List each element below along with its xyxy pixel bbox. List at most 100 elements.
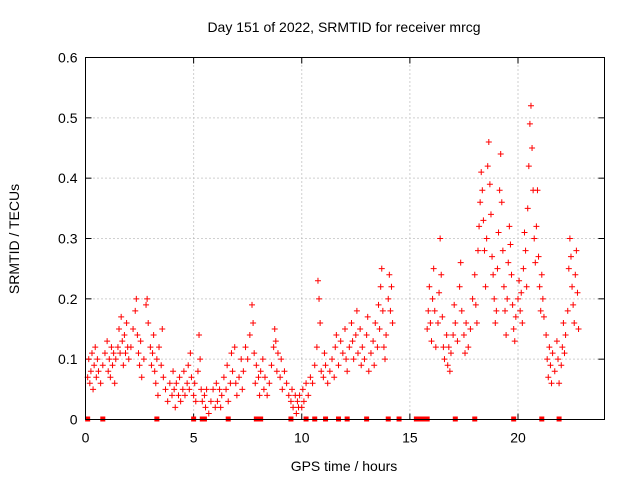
data-point xyxy=(386,271,393,278)
x-axis-label: GPS time / hours xyxy=(291,458,398,474)
data-point xyxy=(549,350,556,357)
data-point xyxy=(298,404,305,411)
data-point xyxy=(527,102,534,109)
data-point xyxy=(87,368,94,375)
data-point xyxy=(92,344,99,351)
data-point xyxy=(287,398,294,405)
data-point xyxy=(524,205,531,212)
data-point xyxy=(458,307,465,314)
data-point xyxy=(481,247,488,254)
data-point xyxy=(184,380,191,387)
data-point xyxy=(242,344,249,351)
data-point xyxy=(492,319,499,326)
data-point xyxy=(331,374,338,381)
data-point xyxy=(307,374,314,381)
data-point xyxy=(199,398,206,405)
data-point xyxy=(566,235,573,242)
data-point xyxy=(104,338,111,345)
data-point xyxy=(575,326,582,332)
data-point xyxy=(482,283,489,290)
data-point xyxy=(486,181,493,188)
data-point xyxy=(379,307,386,314)
y-tick-label: 0.1 xyxy=(58,351,78,367)
data-point xyxy=(117,350,124,357)
data-point xyxy=(451,301,458,308)
x-tick-label: 10 xyxy=(294,430,310,446)
data-point xyxy=(217,404,224,411)
data-point xyxy=(495,229,502,236)
data-point xyxy=(151,368,158,375)
data-point xyxy=(463,319,470,326)
data-point xyxy=(187,350,194,357)
data-point xyxy=(122,350,129,357)
data-point xyxy=(478,169,485,176)
data-point xyxy=(571,319,578,326)
data-point xyxy=(97,380,104,387)
data-point xyxy=(469,295,476,302)
data-point xyxy=(350,356,357,363)
data-point xyxy=(450,332,457,339)
data-point xyxy=(225,398,232,405)
data-point xyxy=(520,265,527,272)
data-point xyxy=(476,223,483,230)
data-point xyxy=(176,374,183,381)
data-point xyxy=(279,386,286,393)
data-point xyxy=(370,338,377,345)
data-point xyxy=(526,120,533,127)
data-point xyxy=(569,283,576,290)
data-point xyxy=(185,362,192,369)
data-point xyxy=(196,332,203,339)
data-point xyxy=(556,380,563,387)
data-point xyxy=(364,313,371,320)
data-point xyxy=(132,307,139,314)
data-point xyxy=(337,338,344,345)
x-tick-label: 20 xyxy=(510,430,526,446)
data-point xyxy=(201,392,208,399)
data-point xyxy=(303,380,310,387)
y-tick-label: 0.6 xyxy=(58,50,78,66)
data-point xyxy=(290,404,297,411)
data-point xyxy=(164,398,171,405)
data-point xyxy=(244,356,251,363)
data-point xyxy=(484,163,491,170)
data-point xyxy=(107,374,114,381)
data-point xyxy=(534,187,541,194)
data-point xyxy=(342,326,348,332)
data-point xyxy=(430,265,437,272)
data-point xyxy=(119,338,126,345)
data-point xyxy=(223,386,230,393)
data-point xyxy=(432,344,439,351)
data-point xyxy=(252,380,259,387)
data-point xyxy=(136,362,143,369)
data-point xyxy=(203,386,210,393)
data-point xyxy=(216,386,223,393)
data-point xyxy=(116,326,123,332)
data-point xyxy=(474,247,481,254)
data-point xyxy=(374,344,381,351)
data-point xyxy=(429,295,436,302)
data-point xyxy=(109,362,116,369)
data-point xyxy=(171,386,178,393)
data-point xyxy=(472,301,479,308)
data-point xyxy=(532,259,539,266)
data-point xyxy=(91,362,98,369)
data-point xyxy=(169,392,175,399)
data-point xyxy=(172,404,179,411)
data-point xyxy=(205,410,212,417)
data-point xyxy=(212,404,219,411)
data-points xyxy=(84,102,582,417)
data-point xyxy=(322,362,329,369)
data-point xyxy=(90,386,97,393)
data-point xyxy=(555,356,562,363)
data-point xyxy=(190,392,197,399)
data-point xyxy=(431,307,438,314)
data-point xyxy=(125,356,132,363)
data-point xyxy=(535,253,542,260)
data-point xyxy=(445,344,452,351)
data-point xyxy=(86,380,93,387)
data-point xyxy=(317,319,324,326)
data-point xyxy=(477,199,484,206)
data-point xyxy=(436,289,443,296)
data-point xyxy=(559,344,566,351)
data-point xyxy=(523,283,530,290)
